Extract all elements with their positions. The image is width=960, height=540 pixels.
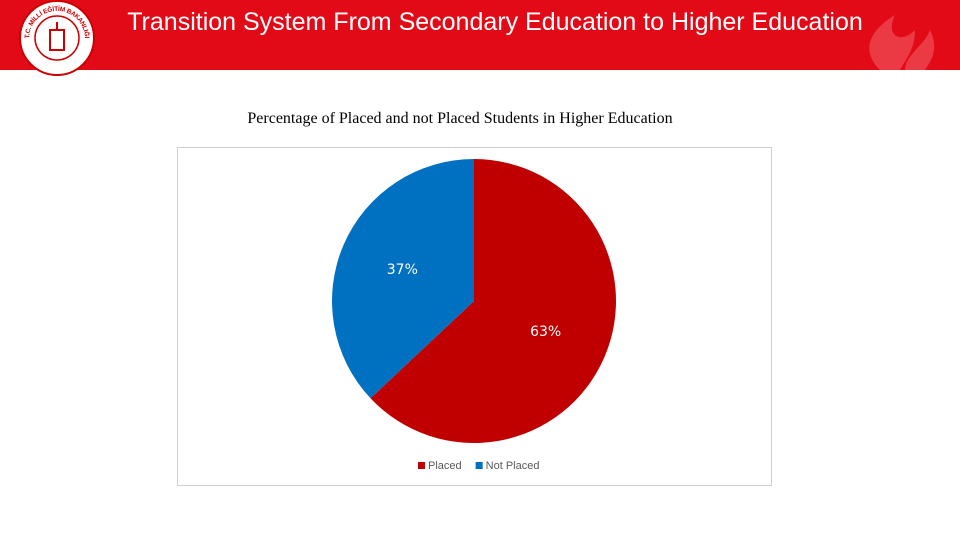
- legend-swatch: [418, 462, 425, 469]
- slide-title: Transition System From Secondary Educati…: [127, 8, 863, 36]
- pie-slice: [332, 159, 474, 399]
- data-label: 37%: [387, 262, 418, 278]
- logo-ring: [34, 15, 80, 61]
- data-label: 63%: [530, 324, 561, 340]
- header-band: [0, 0, 960, 70]
- flame-logo: [869, 15, 935, 70]
- chart-title: Percentage of Placed and not Placed Stud…: [247, 110, 673, 127]
- legend-label: Placed: [428, 460, 462, 472]
- logo: [19, 0, 95, 76]
- legend-swatch: [475, 462, 483, 469]
- legend-label: Not Placed: [486, 460, 540, 472]
- pie-slice: [370, 159, 616, 443]
- logo-icon: [49, 22, 65, 51]
